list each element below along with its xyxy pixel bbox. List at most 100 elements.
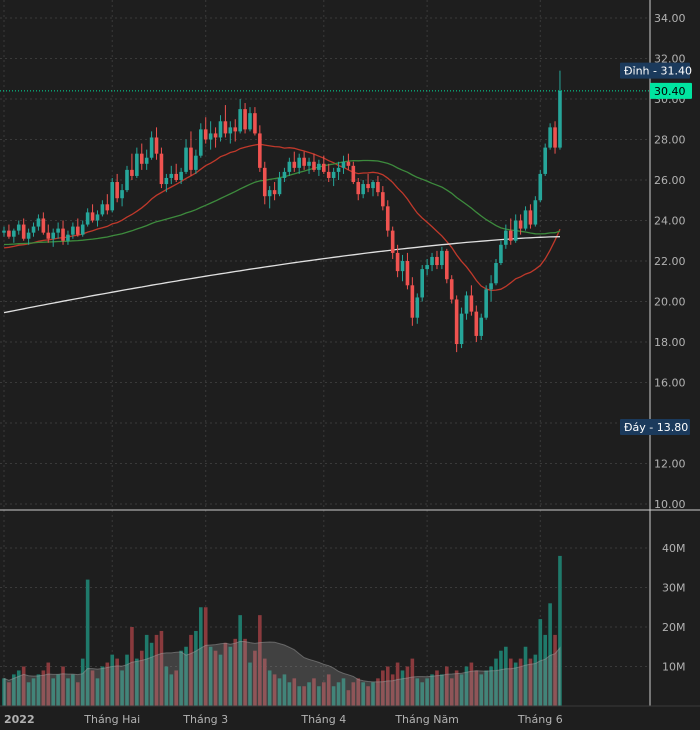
candle-body bbox=[430, 256, 434, 266]
volume-bar bbox=[474, 670, 479, 706]
price-tick-label: 22.00 bbox=[654, 255, 686, 268]
volume-bar bbox=[26, 682, 31, 706]
candle-body bbox=[548, 127, 552, 148]
candle-body bbox=[282, 171, 287, 178]
ma-fast-line bbox=[3, 143, 561, 292]
candle-body bbox=[56, 228, 60, 233]
ma-slow-line bbox=[3, 236, 561, 314]
candle-body bbox=[425, 265, 429, 270]
volume-bar bbox=[302, 686, 306, 706]
candle-body bbox=[218, 121, 223, 138]
volume-bar bbox=[351, 682, 356, 706]
volume-bar bbox=[558, 555, 562, 706]
candle-body bbox=[208, 133, 213, 140]
volume-bar bbox=[139, 650, 144, 706]
time-axis-label: Tháng 6 bbox=[517, 713, 563, 726]
candle-body bbox=[326, 171, 331, 178]
volume-bar bbox=[420, 682, 424, 706]
candle-body bbox=[361, 184, 365, 195]
candle-body bbox=[169, 173, 174, 178]
candle-body bbox=[499, 244, 503, 264]
candle-body bbox=[558, 90, 562, 148]
volume-bar bbox=[228, 646, 233, 706]
candle-body bbox=[253, 113, 257, 134]
volume-bar bbox=[381, 670, 385, 706]
candle-body bbox=[267, 190, 272, 197]
volume-bar bbox=[41, 670, 46, 706]
candle-body bbox=[26, 232, 31, 239]
candle-body bbox=[371, 182, 375, 189]
candle-body bbox=[504, 230, 508, 245]
volume-bar bbox=[405, 666, 410, 706]
volume-bar bbox=[46, 662, 51, 706]
volume-bar bbox=[154, 634, 159, 706]
volume-tick-label: 30M bbox=[662, 582, 686, 595]
volume-bar bbox=[484, 670, 488, 706]
candle-body bbox=[317, 163, 321, 170]
candle-body bbox=[130, 169, 134, 176]
candle-body bbox=[341, 161, 346, 168]
volume-bar bbox=[149, 642, 154, 706]
candle-body bbox=[174, 173, 178, 180]
candle-body bbox=[115, 182, 119, 199]
volume-bar bbox=[469, 662, 474, 706]
price-tick-label: 16.00 bbox=[654, 377, 686, 390]
tag-layer: Đỉnh - 31.40 30.40 Đáy - 13.80 bbox=[0, 62, 692, 436]
volume-bar bbox=[410, 658, 415, 706]
candle-body bbox=[405, 261, 410, 286]
candle-body bbox=[449, 279, 454, 300]
volume-bar bbox=[262, 658, 267, 706]
candle-body bbox=[16, 224, 21, 231]
ma-mid-line bbox=[3, 159, 561, 246]
volume-bar bbox=[169, 674, 174, 706]
candle-body bbox=[228, 127, 233, 134]
volume-bar bbox=[105, 662, 110, 706]
candle-body bbox=[292, 161, 297, 168]
volume-bar bbox=[66, 678, 70, 706]
volume-bar bbox=[213, 650, 218, 706]
candle-body bbox=[66, 234, 70, 241]
candle-body bbox=[125, 169, 129, 191]
candle-body bbox=[454, 299, 459, 345]
candle-body bbox=[61, 228, 65, 241]
volume-bar bbox=[272, 674, 277, 706]
candle-body bbox=[179, 171, 183, 180]
volume-bar bbox=[110, 654, 115, 706]
candle-body bbox=[410, 285, 415, 318]
candle-body bbox=[336, 167, 341, 172]
volume-bar bbox=[445, 666, 449, 706]
candle-body bbox=[189, 147, 193, 170]
volume-bar bbox=[523, 646, 528, 706]
candle-body bbox=[322, 163, 326, 172]
candle-body bbox=[135, 153, 139, 176]
volume-bar bbox=[253, 650, 257, 706]
volume-bar bbox=[435, 670, 439, 706]
candle-body bbox=[80, 224, 85, 235]
candle-body bbox=[272, 190, 277, 195]
price-tick-label: 32.00 bbox=[654, 53, 686, 66]
candle-body bbox=[159, 153, 164, 185]
volume-bar bbox=[508, 658, 513, 706]
volume-bar bbox=[454, 670, 459, 706]
candle-body bbox=[21, 224, 26, 239]
candle-body bbox=[356, 182, 361, 195]
time-axis-label: Tháng 3 bbox=[182, 713, 228, 726]
volume-bar bbox=[238, 615, 242, 706]
volume-bar bbox=[346, 690, 351, 706]
candle-body bbox=[51, 232, 55, 239]
volume-bar bbox=[543, 634, 547, 706]
candle-body bbox=[351, 165, 356, 183]
moving-average-layer bbox=[3, 143, 561, 314]
volume-average-area bbox=[3, 640, 561, 707]
candle-body bbox=[287, 161, 292, 172]
volume-bar bbox=[243, 638, 247, 706]
volume-bar bbox=[548, 603, 552, 706]
volume-bar bbox=[189, 634, 193, 706]
candle-body bbox=[346, 161, 351, 166]
candle-body bbox=[95, 214, 100, 221]
volume-bar bbox=[80, 658, 85, 706]
volume-bar bbox=[100, 666, 105, 706]
candle-body bbox=[277, 177, 282, 195]
volume-bar bbox=[208, 646, 213, 706]
